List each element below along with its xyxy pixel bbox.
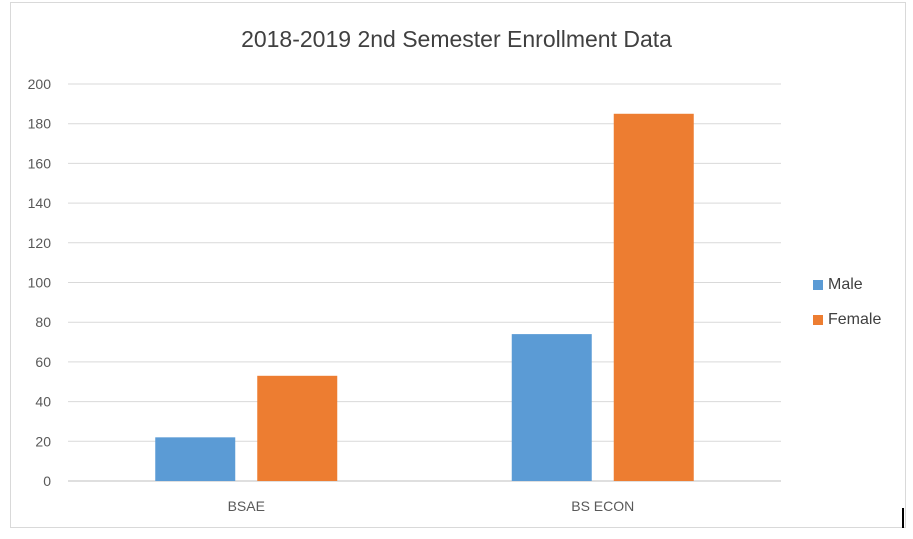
- bar-female-bsae: [257, 375, 338, 481]
- legend-item-male: Male: [813, 267, 881, 302]
- y-tick-label: 80: [35, 314, 51, 330]
- y-tick-label: 40: [35, 394, 51, 410]
- y-tick-label: 100: [28, 275, 52, 291]
- legend-label-male: Male: [828, 275, 863, 293]
- y-tick-label: 200: [28, 76, 52, 92]
- x-tick-label: BSAE: [228, 498, 265, 514]
- legend: Male Female: [813, 267, 881, 337]
- bar-male-bs-econ: [511, 334, 592, 481]
- y-tick-label: 20: [35, 433, 51, 449]
- bar-female-bs-econ: [613, 113, 694, 482]
- y-tick-label: 160: [28, 155, 52, 171]
- y-tick-label: 180: [28, 116, 52, 132]
- chart-title: 2018-2019 2nd Semester Enrollment Data: [241, 26, 672, 52]
- legend-swatch-male: [813, 279, 823, 290]
- y-tick-label: 120: [28, 235, 52, 251]
- x-tick-label: BS ECON: [571, 498, 634, 514]
- legend-label-female: Female: [828, 310, 882, 328]
- legend-swatch-female: [813, 314, 823, 325]
- edge-mark: [902, 508, 904, 528]
- bar-male-bsae: [155, 437, 236, 481]
- y-tick-label: 0: [43, 473, 51, 489]
- legend-item-female: Female: [813, 302, 881, 337]
- y-tick-label: 140: [28, 195, 52, 211]
- y-tick-label: 60: [35, 354, 51, 370]
